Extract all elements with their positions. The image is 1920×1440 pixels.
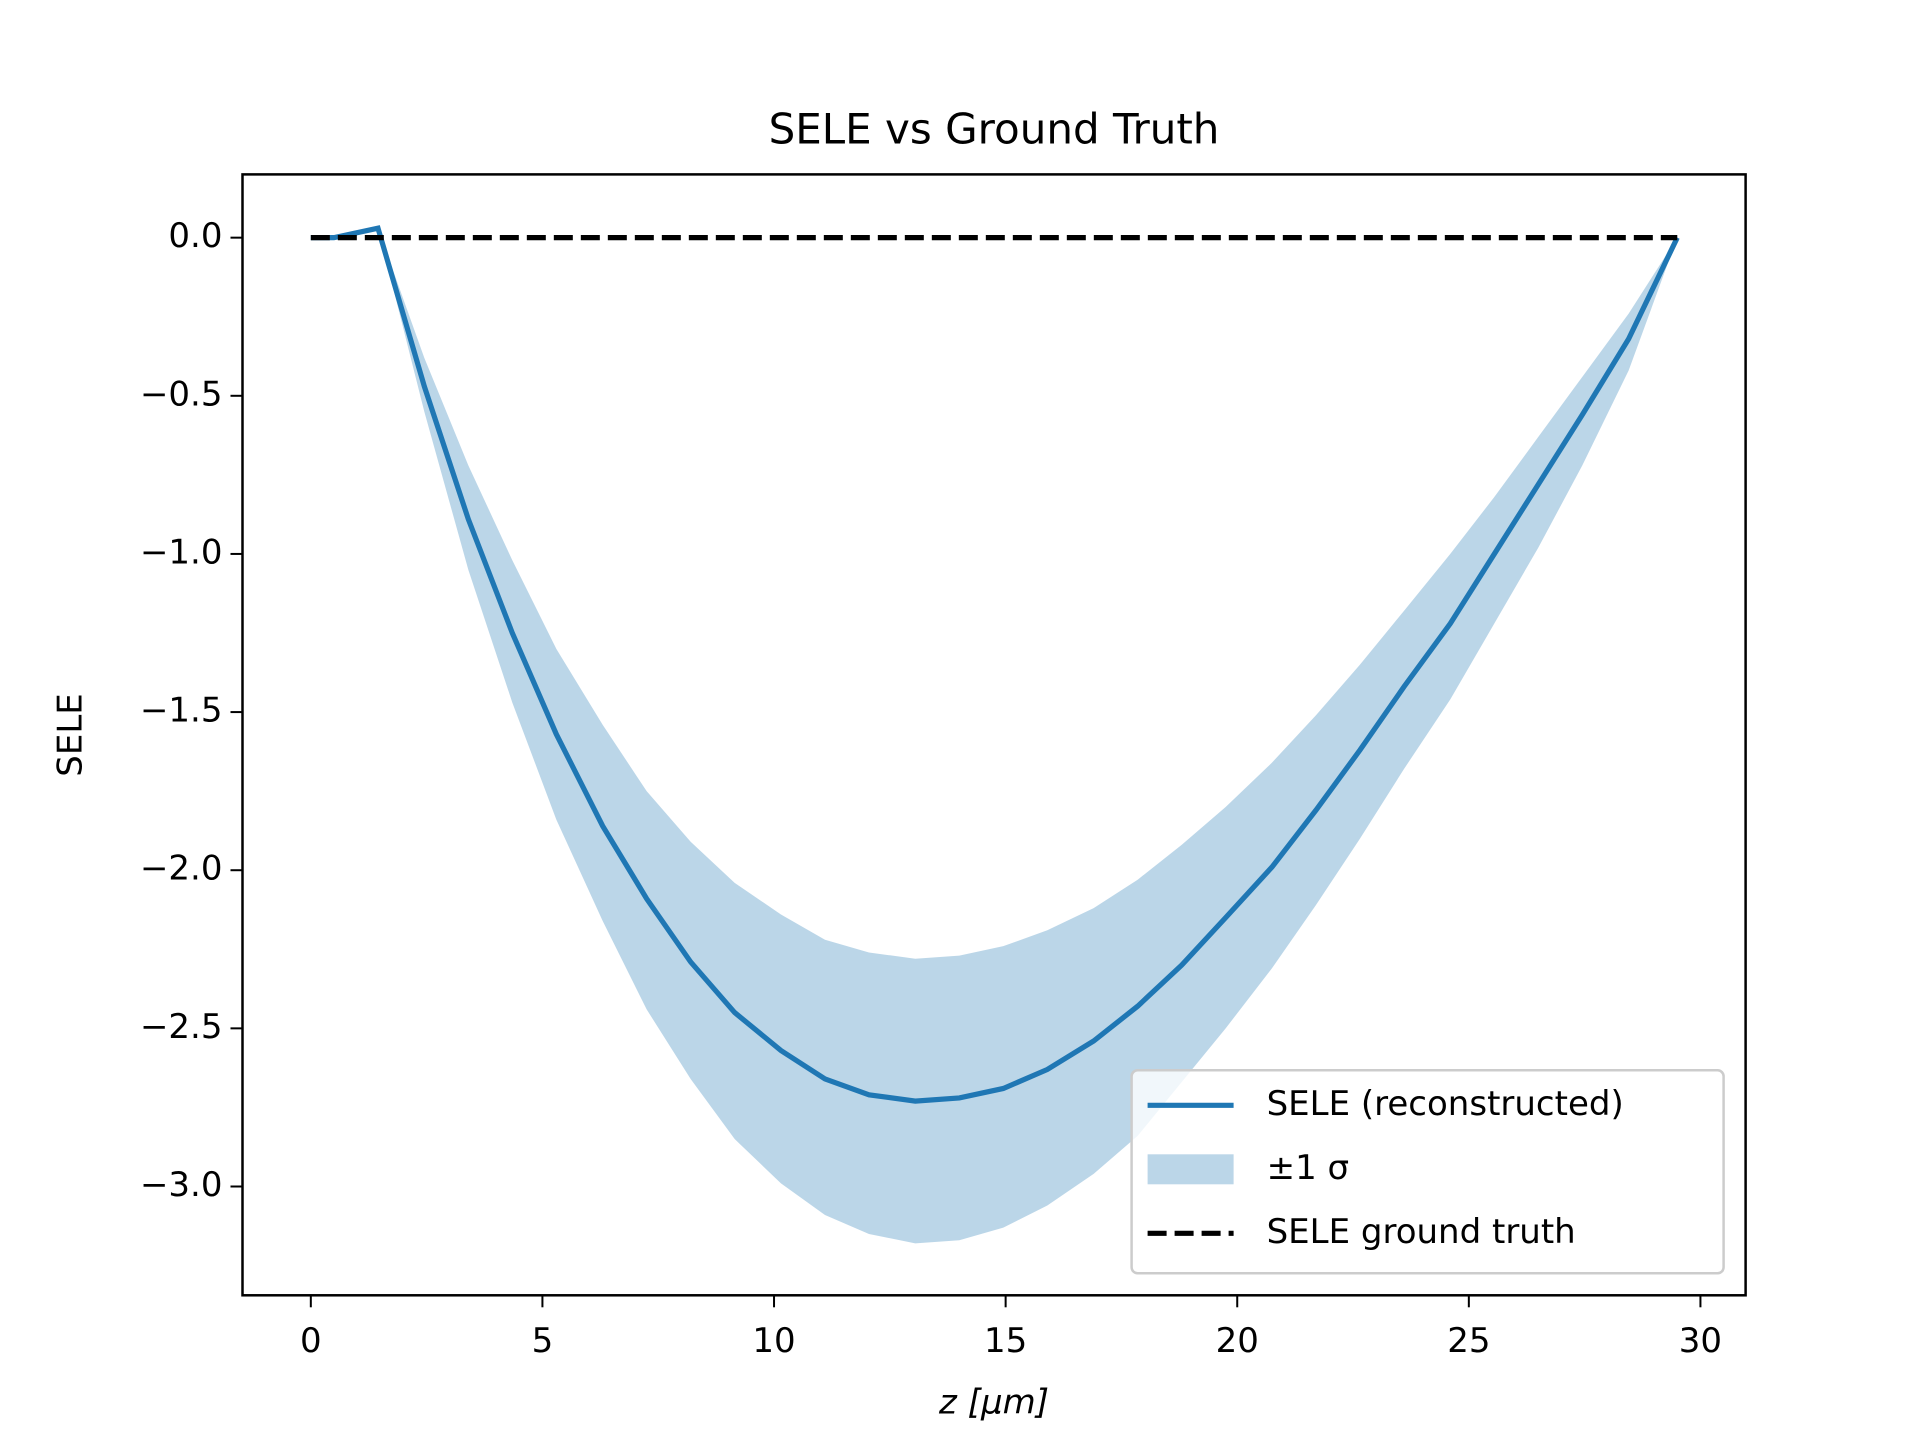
y-tick-label: −1.0 [140,532,223,572]
sigma-band [377,228,1678,1244]
series-line [310,225,1680,1104]
legend-box [1130,1069,1725,1275]
y-tick-label: −1.5 [140,691,223,731]
x-tick-label: 15 [984,1321,1027,1361]
legend-label: ±1 σ [1267,1148,1349,1188]
x-tick-label: 25 [1447,1321,1490,1361]
x-axis-label: z [μm] [938,1383,1049,1423]
x-tick-label: 0 [300,1321,322,1361]
x-tick-label: 20 [1216,1321,1259,1361]
x-tick-label: 5 [532,1321,554,1361]
y-tick-label: 0.0 [168,216,222,256]
x-tick-label: 10 [752,1321,795,1361]
y-tick-label: −0.5 [140,374,223,414]
legend-label: SELE (reconstructed) [1267,1084,1624,1124]
x-tick-label: 30 [1679,1321,1722,1361]
y-axis-label: SELE [51,693,91,777]
legend-handle [1147,1154,1234,1185]
y-tick-label: −2.5 [140,1007,223,1047]
plot-frame [241,173,1747,1297]
chart-title: SELE vs Ground Truth [769,105,1220,154]
legend-label: SELE ground truth [1267,1212,1576,1252]
y-tick-label: −2.0 [140,849,223,889]
y-tick-label: −3.0 [140,1165,223,1205]
